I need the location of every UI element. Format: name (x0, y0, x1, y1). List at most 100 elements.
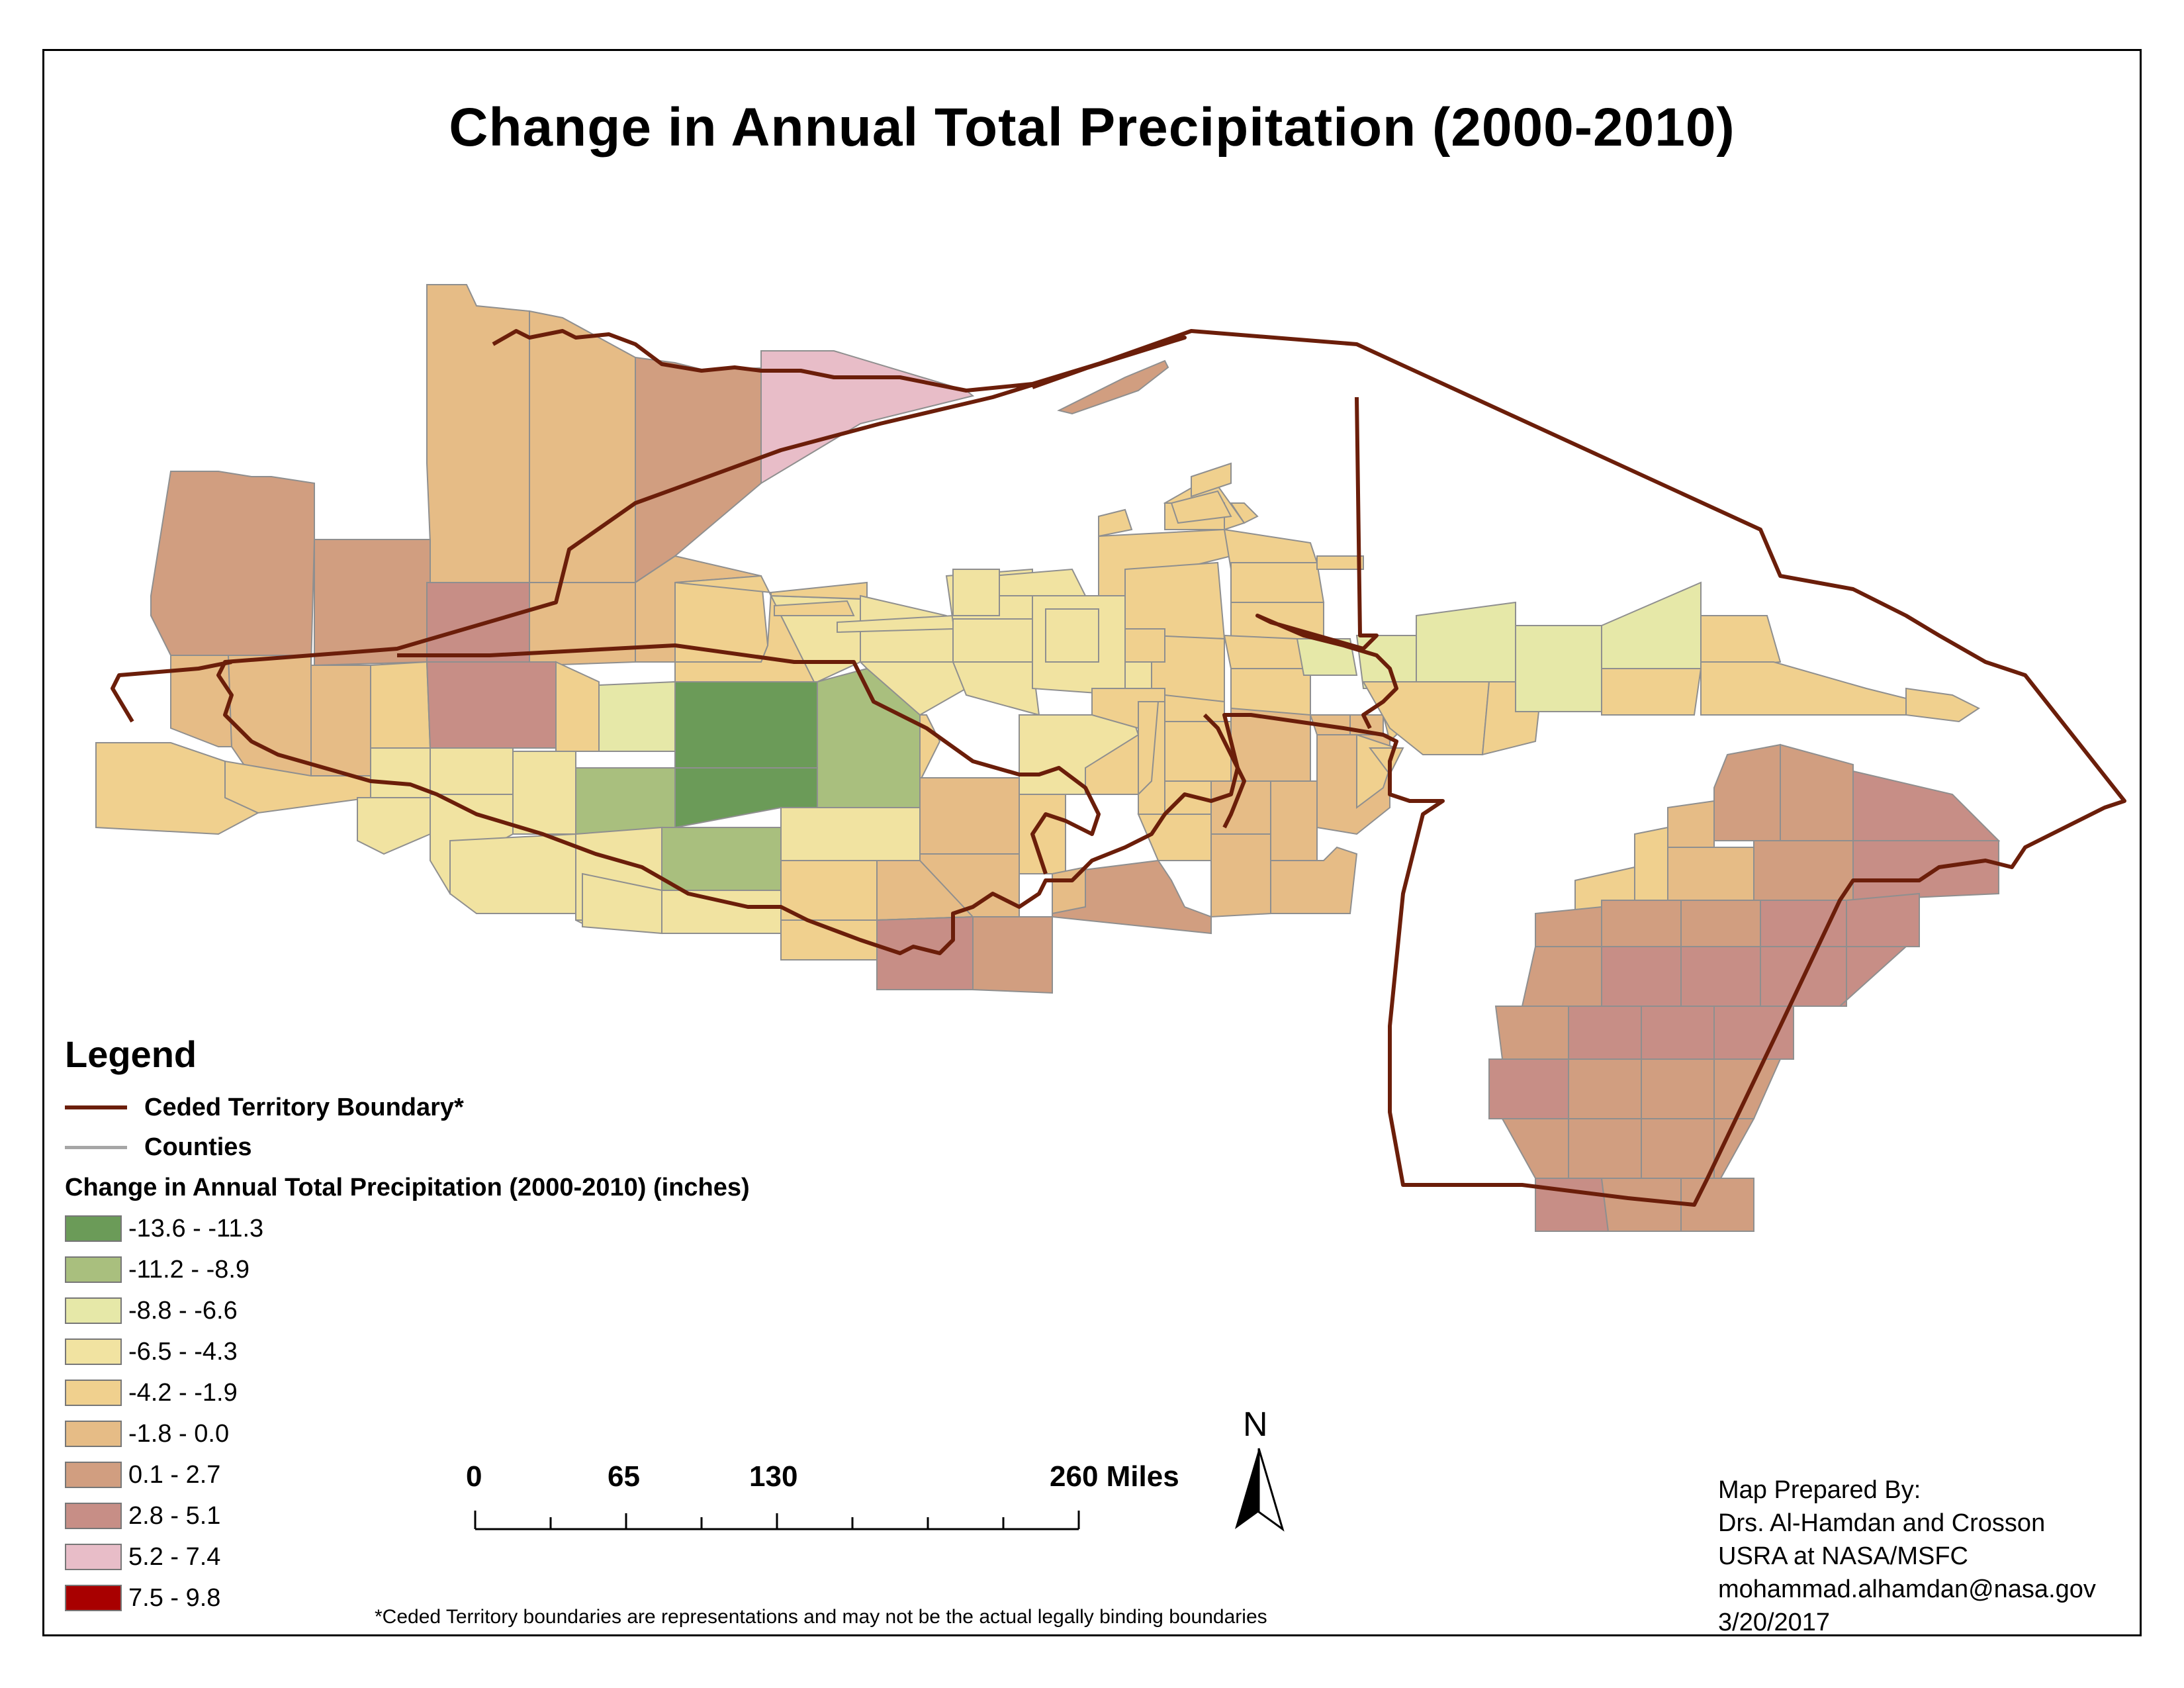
legend-class-label: -6.5 - -4.3 (128, 1337, 238, 1366)
legend-class-label: -1.8 - 0.0 (128, 1419, 230, 1448)
county (310, 665, 371, 776)
legend-class-row: -8.8 - -6.6 (65, 1290, 859, 1331)
county (575, 767, 676, 835)
county (1700, 615, 1782, 670)
county (1780, 743, 1854, 841)
county (1680, 900, 1761, 947)
legend-class-label: 2.8 - 5.1 (128, 1501, 221, 1530)
county (512, 751, 576, 835)
legend-counties-label: Counties (144, 1133, 252, 1161)
county (1753, 840, 1854, 901)
county (1052, 859, 1212, 935)
credit-line-2: Drs. Al-Hamdan and Crosson (1718, 1509, 2046, 1537)
county (1191, 462, 1232, 498)
county (1170, 490, 1232, 524)
legend: Legend Ceded Territory Boundary* Countie… (65, 1033, 859, 1618)
county (1667, 847, 1754, 901)
county (1270, 846, 1358, 914)
county (1210, 833, 1271, 918)
map-title: Change in Annual Total Precipitation (20… (449, 97, 1735, 158)
legend-class-label: 0.1 - 2.7 (128, 1460, 221, 1489)
legend-class-label: 5.2 - 7.4 (128, 1542, 221, 1571)
county (1369, 747, 1404, 776)
county (674, 681, 818, 769)
county (1488, 1058, 1569, 1119)
north-label: N (1243, 1405, 1268, 1444)
legend-class-row: 7.5 - 9.8 (65, 1577, 859, 1618)
legend-class-row: 0.1 - 2.7 (65, 1454, 859, 1495)
map-frame (42, 49, 2142, 1636)
county (1700, 661, 1920, 716)
county (661, 827, 782, 891)
legend-class-row: -6.5 - -4.3 (65, 1331, 859, 1372)
county (952, 661, 1040, 716)
county (780, 807, 921, 861)
county (1568, 1058, 1642, 1119)
county (1680, 946, 1761, 1007)
county (1905, 687, 1980, 723)
county (1852, 840, 1999, 902)
county (426, 284, 530, 583)
county (1568, 1006, 1642, 1060)
credits: Map Prepared By: Drs. Al-Hamdan and Cros… (1718, 1474, 2096, 1639)
legend-class-label: -11.2 - -8.9 (128, 1255, 250, 1284)
county (1270, 780, 1318, 861)
county (449, 833, 576, 914)
county (919, 714, 941, 782)
county (1760, 900, 1847, 947)
legend-swatch (65, 1503, 122, 1529)
scale-label-130: 130 (749, 1460, 798, 1493)
credit-line-4: mohammad.alhamdan@nasa.gov (1718, 1575, 2096, 1603)
county (858, 661, 968, 716)
county (774, 600, 855, 616)
legend-counties-row: Counties (65, 1127, 859, 1167)
county (1846, 892, 1920, 947)
county (1230, 502, 1259, 524)
county (1852, 770, 2001, 841)
county (919, 777, 1020, 855)
legend-class-row: 2.8 - 5.1 (65, 1495, 859, 1536)
county (1416, 601, 1516, 682)
county (919, 853, 1020, 917)
legend-class-row: -13.6 - -11.3 (65, 1208, 859, 1249)
county (972, 916, 1053, 994)
island (1057, 359, 1169, 415)
boundary-line-swatch (65, 1105, 127, 1109)
legend-class-list: -13.6 - -11.3 -11.2 - -8.9 -8.8 - -6.6 -6.5… (65, 1208, 859, 1618)
county (430, 747, 514, 799)
credit-line-5: 3/20/2017 (1718, 1609, 1831, 1636)
county (1713, 1006, 1794, 1060)
county (1634, 826, 1668, 901)
county (1641, 1118, 1715, 1179)
county (1641, 1006, 1715, 1060)
county (357, 797, 431, 855)
county (426, 582, 530, 663)
county (1535, 906, 1602, 947)
county (227, 655, 312, 776)
legend-swatch (65, 1462, 122, 1488)
legend-class-row: -11.2 - -8.9 (65, 1249, 859, 1290)
ceded-territory-boundary (111, 329, 2126, 1207)
legend-class-row: -1.8 - 0.0 (65, 1413, 859, 1454)
county (952, 569, 1000, 616)
county-line-swatch (65, 1145, 127, 1149)
county (952, 618, 1033, 663)
county (1124, 628, 1165, 663)
county (770, 581, 868, 600)
county (370, 661, 432, 749)
county (1230, 562, 1325, 603)
county (1667, 800, 1715, 848)
county (1713, 743, 1781, 841)
legend-class-label: -4.2 - -1.9 (128, 1378, 238, 1407)
legend-swatch (65, 1380, 122, 1406)
county (1713, 1058, 1782, 1119)
county (1230, 668, 1311, 716)
credit-line-1: Map Prepared By: (1718, 1476, 1921, 1504)
county (1138, 701, 1160, 796)
county (1601, 581, 1702, 673)
county (1601, 946, 1682, 1007)
legend-swatch (65, 1338, 122, 1365)
county (1838, 946, 1908, 1007)
county (661, 890, 782, 934)
